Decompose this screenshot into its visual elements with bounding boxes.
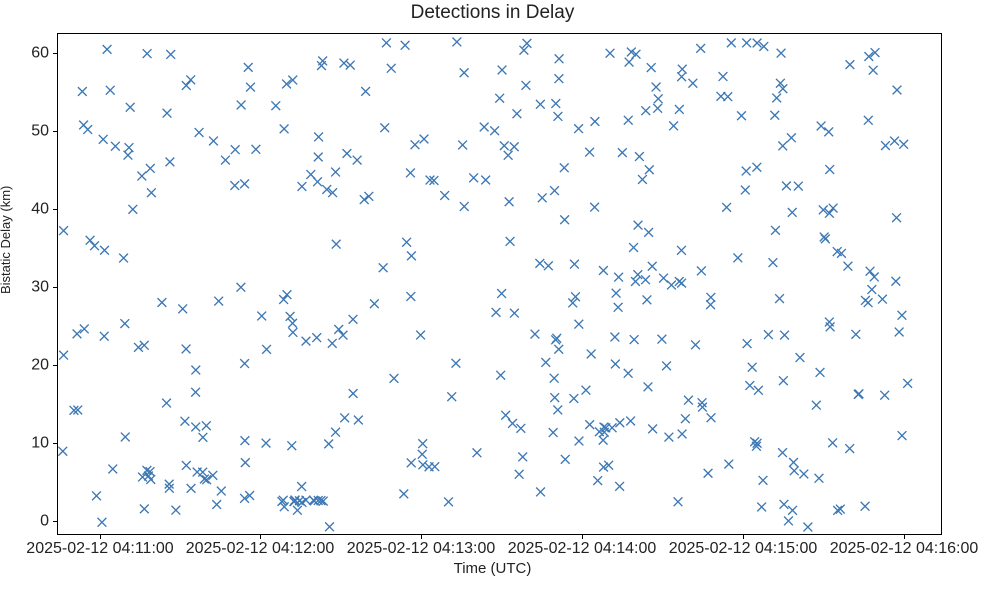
svg-text:50: 50 — [31, 123, 49, 140]
svg-text:0: 0 — [40, 513, 49, 530]
svg-text:10: 10 — [31, 435, 49, 452]
svg-text:30: 30 — [31, 279, 49, 296]
svg-text:40: 40 — [31, 201, 49, 218]
svg-text:2025-02-12 04:14:00: 2025-02-12 04:14:00 — [508, 540, 657, 557]
svg-text:2025-02-12 04:12:00: 2025-02-12 04:12:00 — [186, 540, 335, 557]
svg-text:2025-02-12 04:11:00: 2025-02-12 04:11:00 — [26, 540, 173, 557]
svg-text:2025-02-12 04:15:00: 2025-02-12 04:15:00 — [669, 540, 818, 557]
svg-text:20: 20 — [31, 357, 49, 374]
svg-text:2025-02-12 04:13:00: 2025-02-12 04:13:00 — [347, 540, 496, 557]
svg-text:60: 60 — [31, 45, 49, 62]
svg-text:2025-02-12 04:16:00: 2025-02-12 04:16:00 — [830, 540, 979, 557]
